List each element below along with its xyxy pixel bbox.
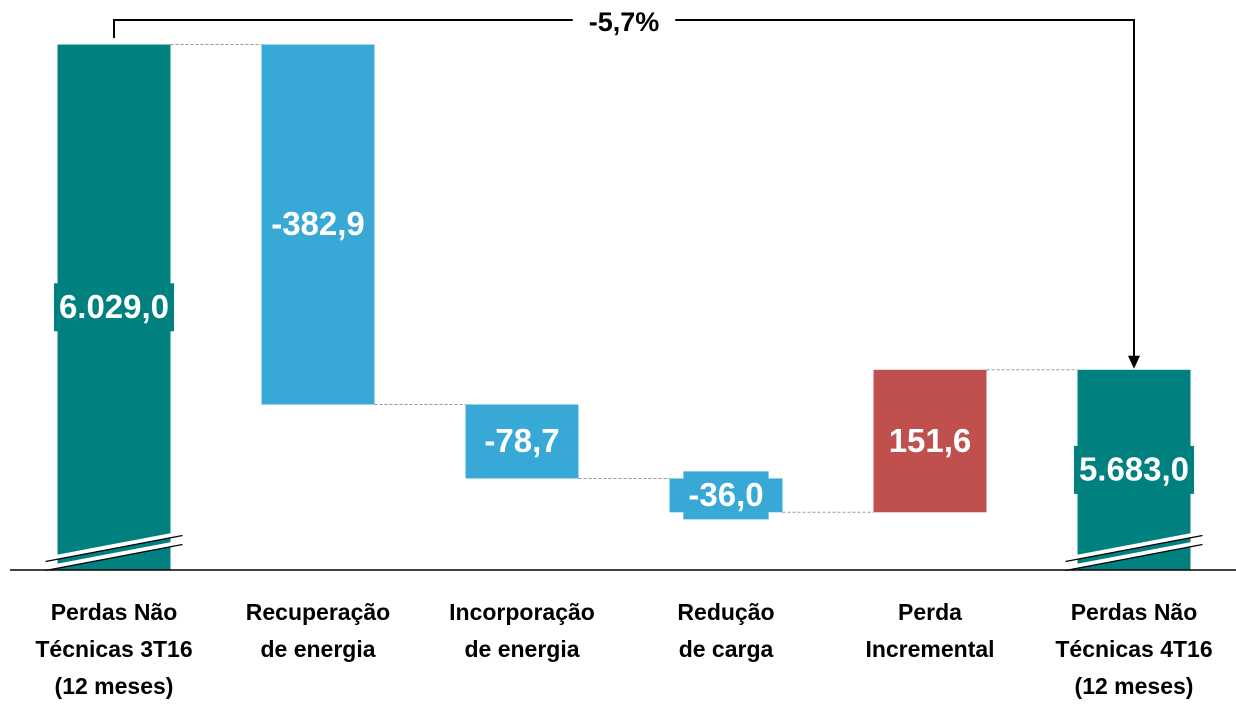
value-label: -36,0 [688, 476, 763, 513]
axis-break [45, 540, 183, 570]
value-label-bg [683, 471, 769, 520]
value-label-bg [53, 283, 175, 332]
value-label: 6.029,0 [59, 288, 169, 325]
axis-break [1065, 531, 1203, 561]
axis-break [1065, 543, 1203, 572]
x-tick-label: Incorporação de energia [449, 599, 595, 662]
value-label-bg [266, 200, 370, 249]
value-label-bg [1073, 445, 1195, 494]
axis-break [45, 534, 183, 563]
value-label-bg [479, 417, 565, 466]
x-tick-label: Perda Incremental [865, 599, 995, 662]
x-tick-label: Perdas Não Técnicas 3T16 (12 meses) [35, 599, 193, 699]
value-label-bg [883, 417, 977, 466]
value-label: -78,7 [484, 422, 559, 459]
axis-break [1065, 534, 1203, 563]
value-label: 151,6 [889, 422, 972, 459]
axis-break [45, 531, 183, 561]
x-tick-label: Recuperação de energia [245, 599, 391, 662]
value-label: 5.683,0 [1079, 451, 1189, 488]
x-tick-label: Perdas Não Técnicas 4T16 (12 meses) [1055, 599, 1213, 699]
value-label: -382,9 [271, 205, 365, 242]
annotation-arrow [1128, 355, 1140, 369]
x-tick-label: Redução de carga [677, 599, 775, 662]
annotation-bg [572, 14, 676, 28]
axis-break [45, 543, 183, 572]
axis-break [1065, 540, 1203, 570]
annotation: -5,7% [589, 7, 660, 37]
